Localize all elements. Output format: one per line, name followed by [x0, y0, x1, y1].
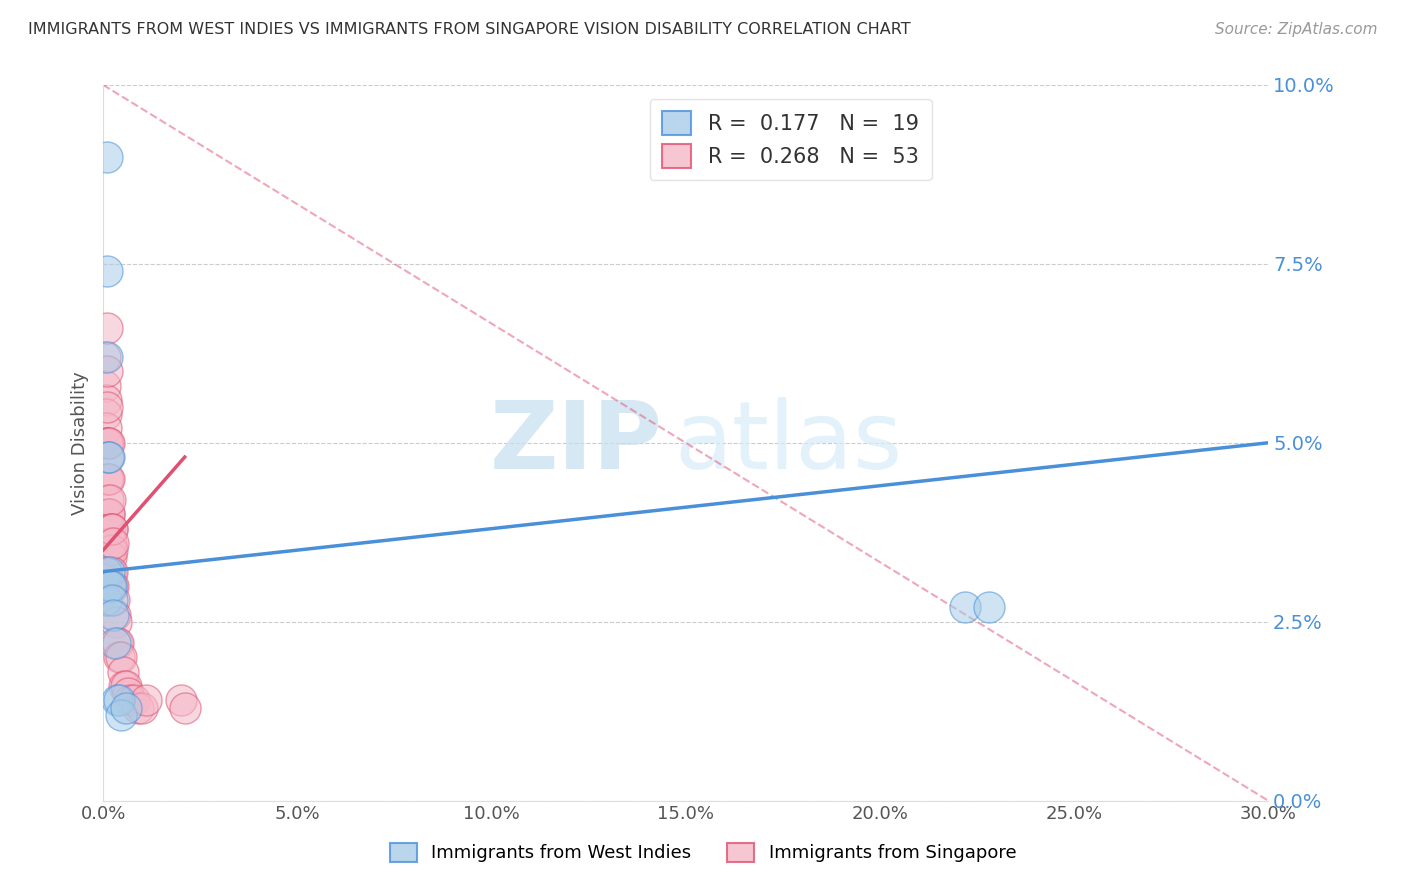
Point	[104, 636, 127, 650]
Point	[96, 593, 118, 607]
Point	[107, 636, 129, 650]
Point	[96, 264, 118, 278]
Point	[115, 679, 138, 693]
Point	[98, 543, 121, 558]
Point	[100, 536, 122, 550]
Point	[100, 550, 122, 565]
Point	[96, 149, 118, 163]
Point	[96, 364, 118, 378]
Point	[96, 508, 118, 522]
Point	[100, 543, 122, 558]
Point	[100, 579, 122, 593]
Point	[114, 679, 136, 693]
Point	[131, 700, 153, 714]
Point	[101, 607, 124, 622]
Point	[170, 693, 193, 707]
Point	[100, 579, 122, 593]
Legend: Immigrants from West Indies, Immigrants from Singapore: Immigrants from West Indies, Immigrants …	[382, 836, 1024, 870]
Point	[98, 493, 121, 508]
Point	[122, 693, 145, 707]
Point	[977, 600, 1000, 615]
Point	[115, 700, 138, 714]
Point	[96, 421, 118, 435]
Point	[94, 378, 117, 392]
Point	[100, 593, 122, 607]
Point	[98, 522, 121, 536]
Point	[96, 400, 118, 414]
Legend: R =  0.177   N =  19, R =  0.268   N =  53: R = 0.177 N = 19, R = 0.268 N = 53	[650, 99, 932, 180]
Point	[97, 450, 120, 464]
Point	[127, 700, 149, 714]
Point	[101, 536, 124, 550]
Point	[108, 650, 131, 665]
Point	[96, 565, 118, 579]
Text: atlas: atlas	[673, 397, 903, 489]
Y-axis label: Vision Disability: Vision Disability	[72, 371, 89, 515]
Point	[104, 607, 127, 622]
Point	[110, 650, 132, 665]
Point	[98, 508, 121, 522]
Point	[97, 450, 120, 464]
Point	[111, 665, 134, 679]
Point	[105, 693, 128, 707]
Point	[103, 579, 125, 593]
Point	[117, 686, 139, 700]
Point	[96, 472, 118, 486]
Point	[94, 350, 117, 364]
Point	[100, 522, 122, 536]
Point	[101, 522, 124, 536]
Text: Source: ZipAtlas.com: Source: ZipAtlas.com	[1215, 22, 1378, 37]
Point	[104, 615, 127, 629]
Point	[96, 435, 118, 450]
Point	[101, 579, 124, 593]
Text: ZIP: ZIP	[489, 397, 662, 489]
Point	[120, 693, 142, 707]
Point	[96, 350, 118, 364]
Point	[97, 472, 120, 486]
Point	[135, 693, 157, 707]
Point	[98, 579, 121, 593]
Text: IMMIGRANTS FROM WEST INDIES VS IMMIGRANTS FROM SINGAPORE VISION DISABILITY CORRE: IMMIGRANTS FROM WEST INDIES VS IMMIGRANT…	[28, 22, 911, 37]
Point	[97, 435, 120, 450]
Point	[97, 508, 120, 522]
Point	[96, 407, 118, 421]
Point	[107, 693, 129, 707]
Point	[97, 565, 120, 579]
Point	[173, 700, 195, 714]
Point	[97, 450, 120, 464]
Point	[96, 522, 118, 536]
Point	[105, 636, 128, 650]
Point	[110, 707, 132, 722]
Point	[96, 321, 118, 335]
Point	[98, 472, 121, 486]
Point	[955, 600, 977, 615]
Point	[97, 435, 120, 450]
Point	[101, 565, 124, 579]
Point	[97, 493, 120, 508]
Point	[94, 392, 117, 407]
Point	[103, 593, 125, 607]
Point	[96, 435, 118, 450]
Point	[100, 565, 122, 579]
